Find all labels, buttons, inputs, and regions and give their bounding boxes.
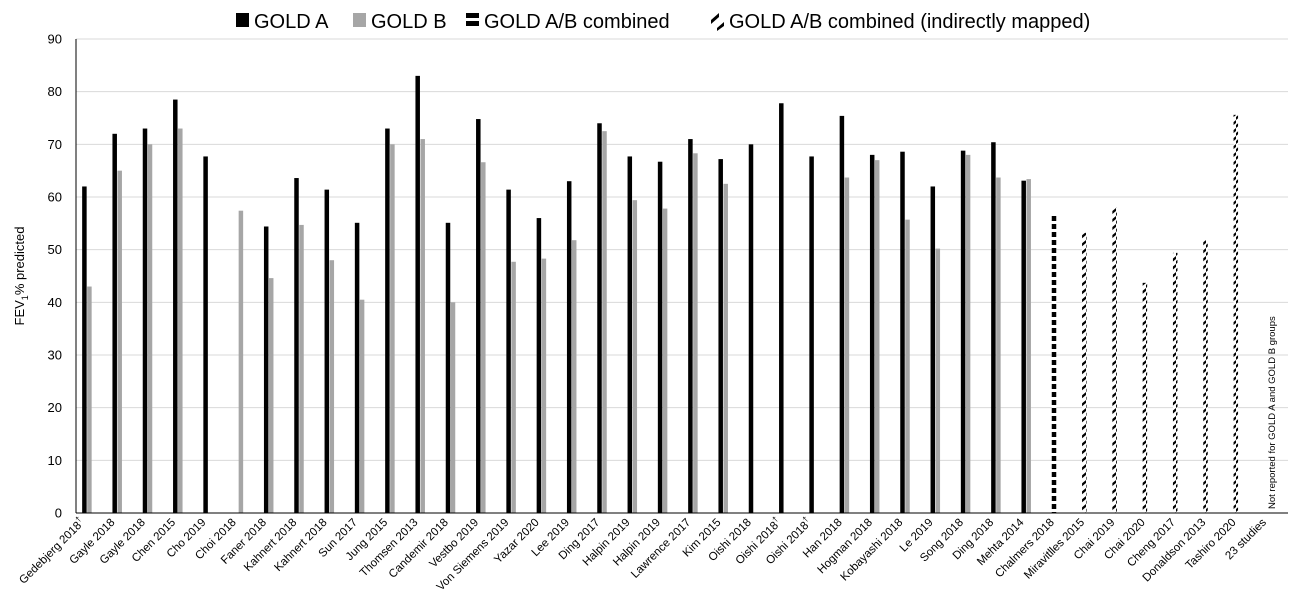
bar-gold-ab-indirect: [1112, 208, 1117, 513]
bar-gold-a: [82, 186, 87, 513]
bar-gold-b: [511, 262, 515, 513]
bar-gold-b: [390, 144, 395, 513]
y-tick-label: 30: [48, 348, 62, 363]
bar-gold-b: [1026, 179, 1031, 513]
bar-gold-b: [663, 209, 668, 513]
bars: Not reported for GOLD A and GOLD B group…: [82, 76, 1278, 513]
bar-gold-b: [420, 139, 425, 513]
bar-gold-b: [451, 302, 456, 513]
bar-gold-a: [537, 218, 542, 513]
bar-gold-b: [693, 153, 698, 513]
legend-swatch-part: [717, 22, 724, 31]
bar-gold-a: [870, 155, 875, 513]
bar-gold-b: [299, 225, 304, 513]
bar-gold-a: [476, 119, 481, 513]
bar-gold-a: [415, 76, 420, 513]
bar-gold-a: [931, 186, 936, 513]
bar-gold-b: [936, 249, 941, 513]
y-tick-label: 10: [48, 453, 62, 468]
bar-gold-b: [966, 155, 971, 513]
gridlines: [76, 39, 1288, 460]
bar-gold-ab-indirect: [1173, 253, 1178, 513]
bar-gold-b: [148, 144, 153, 513]
y-tick-label: 40: [48, 295, 62, 310]
bar-gold-a: [809, 156, 814, 513]
bar-gold-b: [602, 131, 607, 513]
bar-gold-a: [325, 190, 330, 513]
bar-gold-a: [658, 162, 663, 513]
bar-gold-a: [294, 178, 299, 513]
legend-swatch: [466, 13, 479, 18]
bar-gold-ab-indirect: [1203, 240, 1208, 513]
y-axis-title: FEV1% predicted: [12, 227, 30, 326]
legend-swatch: [711, 13, 719, 24]
legend-swatch: [353, 13, 366, 27]
y-tick-label: 0: [55, 506, 62, 521]
legend-label: GOLD A/B combined: [484, 11, 670, 33]
legend-swatch: [236, 13, 249, 27]
bar-gold-ab-combined: [1052, 214, 1057, 513]
bar-gold-a: [355, 223, 360, 513]
bar-gold-ab-indirect: [1234, 115, 1239, 513]
bar-gold-a: [779, 103, 784, 513]
bar-gold-b: [572, 240, 577, 513]
bar-gold-a: [961, 151, 966, 513]
bar-gold-a: [567, 181, 572, 513]
bar-gold-a: [143, 129, 148, 513]
bar-gold-ab-indirect: [1082, 233, 1087, 513]
bar-gold-b: [330, 260, 335, 513]
bar-gold-a: [749, 144, 754, 513]
bar-gold-a: [264, 226, 269, 513]
bar-gold-a: [1021, 181, 1025, 513]
bar-gold-b: [239, 211, 244, 513]
y-tick-label: 60: [48, 190, 62, 205]
bar-gold-a: [840, 116, 845, 513]
bar-gold-b: [875, 160, 880, 513]
bar-gold-b: [269, 278, 274, 513]
legend-label: GOLD A: [254, 11, 329, 33]
x-tick-footnote-mark: †: [801, 515, 811, 525]
legend-swatch-part: [466, 21, 479, 26]
y-tick-label: 80: [48, 84, 62, 99]
not-reported-note: Not reported for GOLD A and GOLD B group…: [1267, 316, 1278, 509]
bar-gold-a: [506, 190, 511, 513]
bar-gold-b: [542, 259, 547, 513]
y-axis-ticks: 0 10 20 30 40 50 60 70 80 90: [48, 32, 62, 521]
bar-gold-b: [360, 300, 365, 513]
legend: GOLD A GOLD B GOLD A/B combined GOLD A/B co…: [236, 11, 1090, 33]
bar-gold-b: [117, 171, 122, 513]
bar-gold-a: [112, 134, 117, 513]
legend-label: GOLD B: [371, 11, 447, 33]
bar-gold-b: [633, 200, 638, 513]
bar-gold-b: [178, 129, 183, 513]
x-tick-footnote-mark: †: [74, 515, 84, 525]
bar-gold-b: [996, 178, 1001, 513]
x-tick-footnote-mark: †: [770, 515, 780, 525]
bar-gold-a: [718, 159, 723, 513]
y-tick-label: 90: [48, 32, 62, 47]
y-tick-label: 20: [48, 400, 62, 415]
bar-gold-a: [446, 223, 451, 513]
bar-gold-ab-indirect: [1143, 283, 1148, 513]
bar-gold-b: [87, 287, 92, 513]
bar-gold-a: [628, 156, 633, 513]
legend-label: GOLD A/B combined (indirectly mapped): [729, 11, 1090, 33]
bar-gold-a: [173, 100, 178, 513]
bar-gold-b: [905, 220, 910, 513]
bar-gold-a: [203, 156, 208, 513]
bar-gold-a: [991, 142, 996, 513]
bar-gold-a: [597, 123, 602, 513]
bar-gold-a: [385, 129, 390, 513]
bar-gold-b: [723, 184, 728, 513]
bar-gold-b: [481, 162, 486, 513]
y-tick-label: 70: [48, 137, 62, 152]
bar-gold-b: [845, 178, 850, 513]
y-axis-title-suffix: % predicted: [12, 227, 27, 296]
bar-gold-a: [900, 152, 905, 513]
y-tick-label: 50: [48, 242, 62, 257]
bar-gold-a: [688, 139, 693, 513]
y-axis-title-main: FEV: [12, 300, 27, 326]
